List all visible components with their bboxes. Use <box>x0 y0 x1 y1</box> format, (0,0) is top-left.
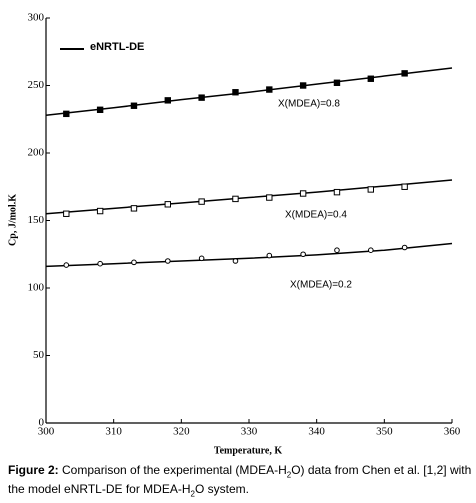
y-tick-label: 100 <box>28 282 45 294</box>
data-point <box>334 247 340 253</box>
data-point <box>198 94 205 101</box>
data-point <box>333 79 341 86</box>
caption-text: O) data from Chen et al. [1,2] with the … <box>8 463 472 497</box>
y-tick-label: 50 <box>33 349 45 361</box>
data-point <box>232 258 239 264</box>
data-point <box>266 86 273 93</box>
data-point <box>299 190 307 197</box>
data-point <box>164 201 172 208</box>
y-tick-label: 300 <box>28 12 45 24</box>
data-point <box>368 247 374 253</box>
data-point <box>299 82 307 89</box>
data-point <box>401 183 408 190</box>
annotation: X(MDEA)=0.4 <box>285 210 347 221</box>
data-point <box>232 195 239 203</box>
annotation: X(MDEA)=0.2 <box>290 280 352 291</box>
data-point <box>333 188 341 196</box>
data-point <box>63 262 70 268</box>
data-point <box>401 244 408 251</box>
data-point <box>266 194 273 201</box>
caption-text: Comparison of the experimental (MDEA-H <box>58 463 287 477</box>
model-line <box>45 242 453 268</box>
data-point <box>165 258 171 264</box>
data-point <box>300 251 306 258</box>
data-point <box>96 106 104 113</box>
chart: Temperature, K Cp, J/mol.K 0 50 100 150 200 2… <box>7 12 461 457</box>
model-line <box>45 67 453 116</box>
x-tick-label: 350 <box>376 426 393 438</box>
y-tick-label: 0 <box>39 417 45 429</box>
x-tick-label: 300 <box>38 426 55 438</box>
x-tick-label: 320 <box>173 426 190 438</box>
data-point <box>63 110 70 118</box>
data-point <box>164 97 172 104</box>
data-point <box>96 207 104 215</box>
data-point <box>131 259 137 266</box>
model-line <box>45 179 453 215</box>
data-point <box>63 210 70 217</box>
data-point <box>130 205 138 212</box>
y-tick-label: 200 <box>28 147 45 159</box>
x-tick-label: 330 <box>241 426 258 438</box>
data-point <box>266 252 273 259</box>
caption-text: O system. <box>194 482 249 497</box>
data-point <box>367 75 375 82</box>
data-point <box>232 89 239 96</box>
data-point <box>367 186 375 193</box>
x-tick-label: 310 <box>105 426 122 438</box>
annotation: X(MDEA)=0.8 <box>278 99 340 110</box>
data-point <box>401 70 408 77</box>
x-axis-label: Temperature, K <box>214 445 283 456</box>
data-point <box>198 255 205 262</box>
data-point <box>97 260 103 267</box>
y-axis-label: Cp, J/mol.K <box>7 194 18 246</box>
caption-label: Figure 2: <box>8 463 59 477</box>
data-point <box>198 198 205 205</box>
y-tick-label: 150 <box>28 214 45 226</box>
x-tick-label: 360 <box>444 426 461 438</box>
caption: Figure 2: Comparison of the experimental… <box>8 463 474 502</box>
data-point <box>130 102 138 109</box>
legend-label: eNRTL-DE <box>90 41 144 53</box>
y-tick-label: 250 <box>28 79 45 91</box>
caption-subscript: 2 <box>190 489 195 499</box>
caption-subscript: 2 <box>286 470 292 480</box>
x-tick-label: 340 <box>308 426 325 438</box>
